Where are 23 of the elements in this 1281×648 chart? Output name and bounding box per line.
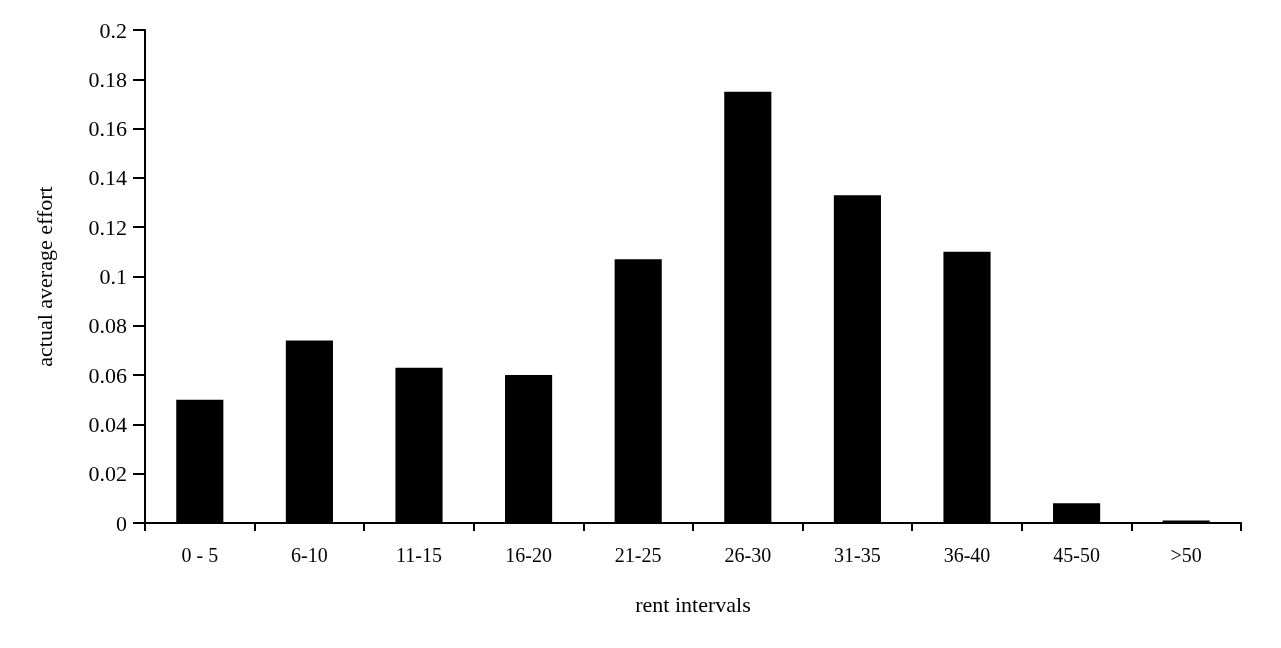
y-tick-label: 0.1 bbox=[99, 264, 127, 289]
x-tick-label: 21-25 bbox=[614, 544, 662, 566]
x-tick-label: 36-40 bbox=[943, 544, 991, 566]
y-tick-label: 0.02 bbox=[88, 461, 127, 487]
x-tick-label: 31-35 bbox=[834, 544, 881, 566]
x-tick-label: 26-30 bbox=[724, 544, 772, 566]
x-tick-label: >50 bbox=[1170, 544, 1202, 566]
y-tick-label: 0 bbox=[116, 510, 127, 536]
x-axis-title: rent intervals bbox=[635, 591, 751, 617]
y-tick-label: 0.16 bbox=[88, 116, 127, 142]
y-tick-label: 0.08 bbox=[88, 313, 127, 339]
x-tick-label: 45-50 bbox=[1053, 544, 1100, 566]
y-tick-label: 0.04 bbox=[88, 411, 127, 437]
y-tick-label: 0.2 bbox=[99, 17, 127, 43]
x-tick-label: 11-15 bbox=[396, 544, 442, 566]
x-tick-label: 6-10 bbox=[291, 544, 328, 566]
x-tick-label: 0 - 5 bbox=[181, 544, 219, 566]
y-axis-title: actual average effort bbox=[31, 186, 57, 367]
y-tick-label: 0.18 bbox=[88, 66, 127, 92]
x-tick-label: 16-20 bbox=[505, 544, 552, 566]
y-tick-label: 0.06 bbox=[88, 362, 127, 388]
y-tick-label: 0.14 bbox=[88, 165, 127, 191]
y-tick-label: 0.12 bbox=[88, 214, 127, 240]
